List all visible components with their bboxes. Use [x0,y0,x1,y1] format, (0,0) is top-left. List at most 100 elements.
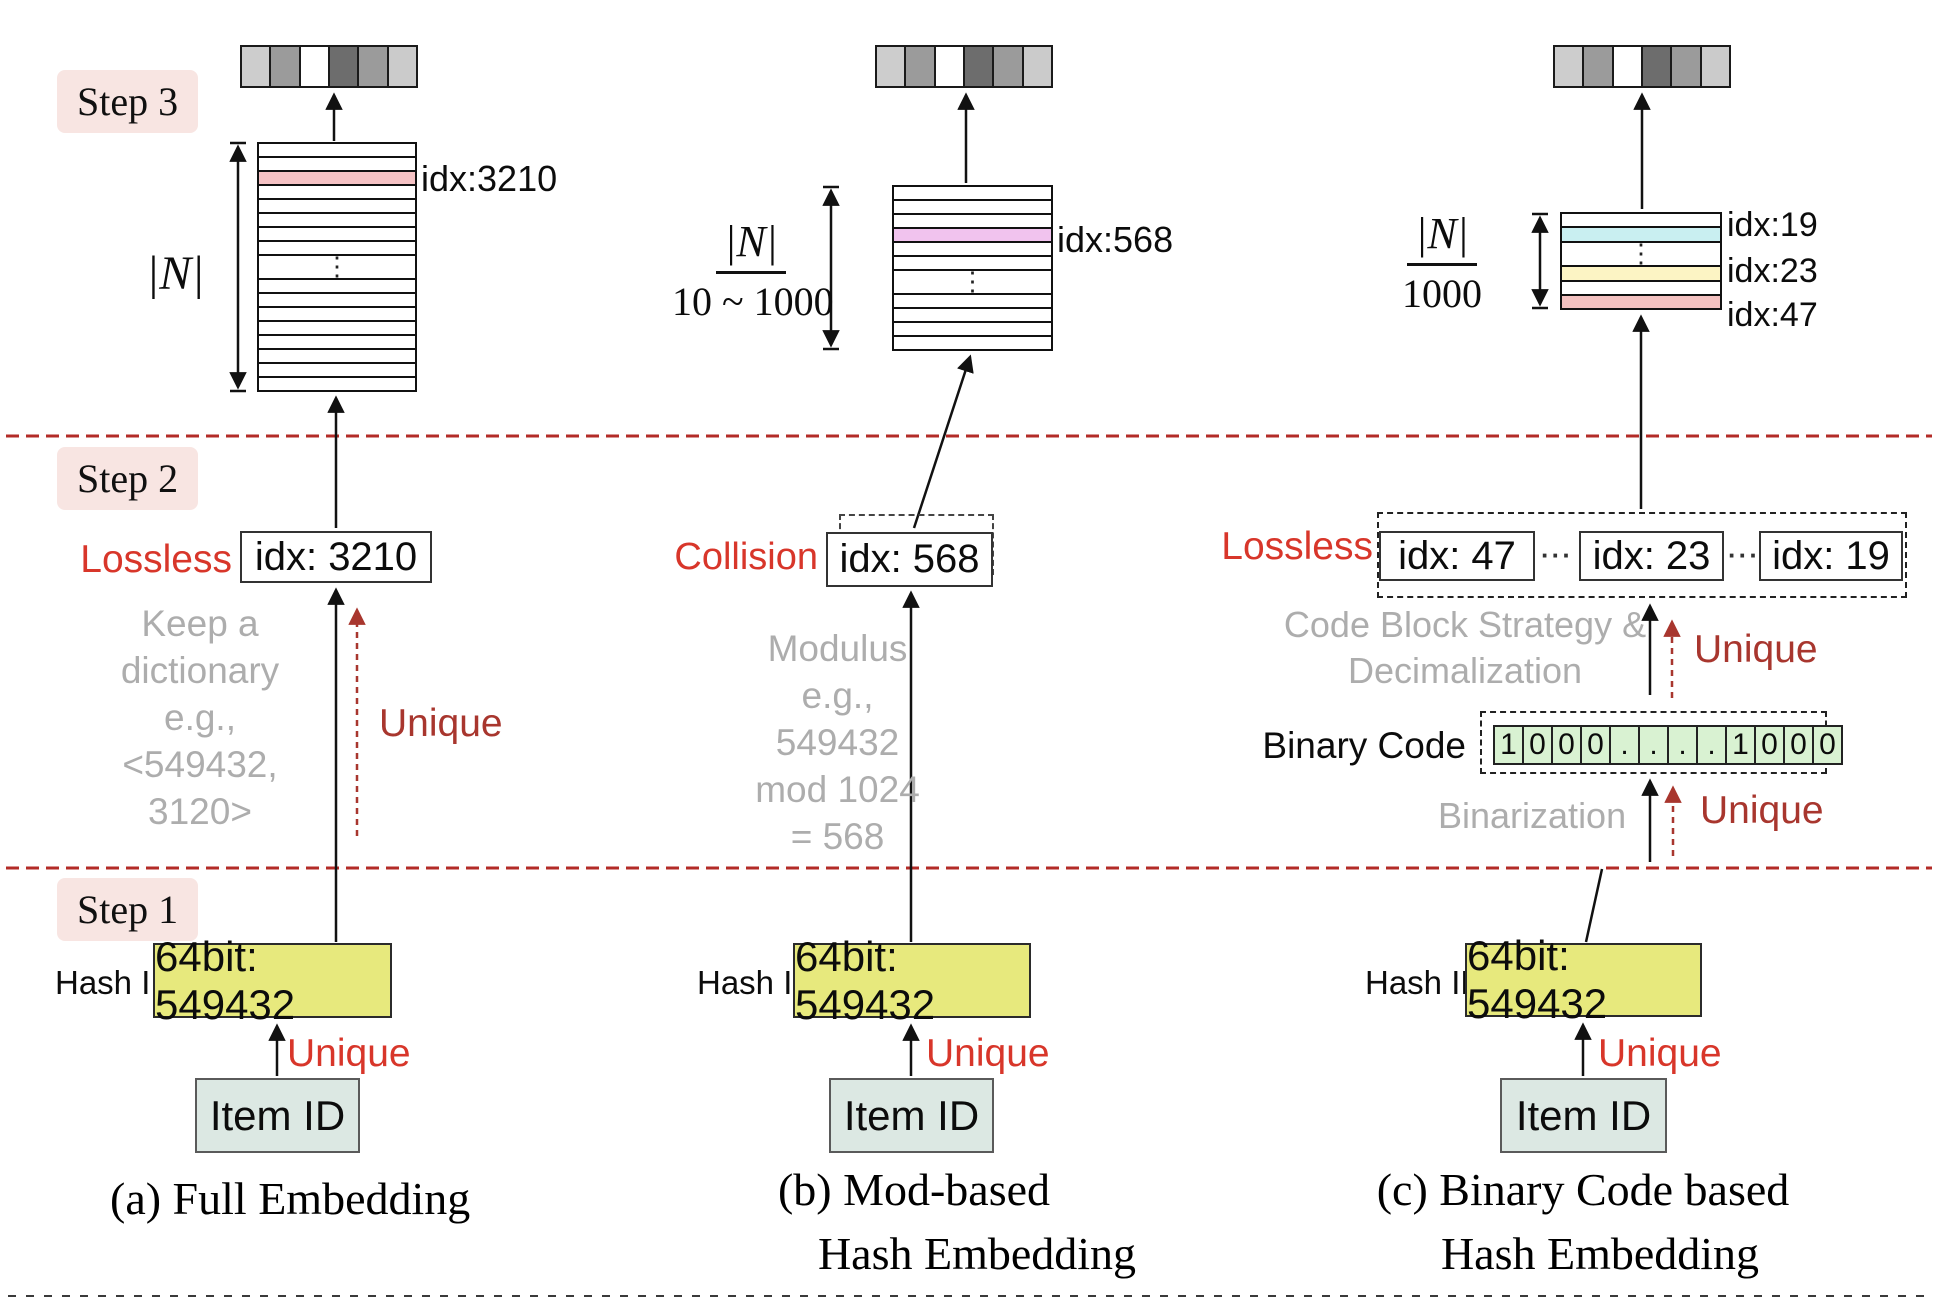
table-row [894,212,1051,227]
table-row [259,144,415,156]
vector-cell [271,47,301,86]
row-index-label-c-19: idx:19 [1727,206,1818,244]
unique-label-c-step1: Unique [1598,1032,1722,1075]
highlighted-row-568 [894,226,1051,241]
step2-label: Step 2 [57,447,199,510]
vector-cell [242,47,272,86]
binary-cell: 0 [1551,725,1580,765]
vector-cell [1584,47,1614,86]
collision-label-b: Collision [674,536,818,578]
table-row [1562,214,1720,226]
table-row [894,198,1051,213]
binarization-label: Binarization [1438,795,1627,836]
table-row [259,320,415,334]
size-measure-arrow-c [1531,212,1549,310]
table-row [259,292,415,306]
table-row [894,240,1051,255]
note-line: Keep a [141,603,259,644]
unique-label-a-step1: Unique [287,1032,411,1075]
vector-cell [1023,47,1051,86]
unique-label-a-step2: Unique [379,702,503,745]
hash-id-label-c: Hash ID [1365,964,1485,1001]
modulus-note-b: Modulus e.g., 549432 mod 1024 = 568 [755,625,920,860]
hash-box-b: 64bit: 549432 [793,933,1031,1028]
table-row [259,183,415,198]
vector-cell [388,47,416,86]
size-fraction-b: |N| 10 ~ 1000 [672,216,834,325]
table-row-ellipsis: ⋮ [894,266,1051,296]
table-row [894,254,1051,269]
binary-cell: . [1696,725,1725,765]
row-index-label-b: idx:568 [1057,219,1174,260]
embedding-table-a: ⋮ [257,142,417,392]
idx-box-c-23: idx: 23 [1579,531,1724,581]
item-id-box-b: Item ID [829,1078,994,1153]
note-line: <549432, [122,744,278,785]
vertical-ellipsis: ⋮ [324,252,350,281]
table-row-ellipsis: ⋮ [1562,238,1720,268]
note-line: = 568 [790,816,885,857]
table-row [894,320,1051,335]
size-numerator-c: |N| [1407,208,1477,266]
caption-b-line2: Hash Embedding [817,1228,1137,1279]
table-row-ellipsis: ⋮ [259,252,415,281]
table-row [259,306,415,320]
embedding-vector-a [240,45,418,88]
idx-group-dashed-box-c [1377,512,1907,598]
row-index-label-c-47: idx:47 [1727,296,1818,334]
hash-box-c: 64bit: 549432 [1465,932,1702,1027]
caption-b-line1: (b) Mod-based [777,1164,1051,1215]
size-label-a: |N| [146,247,205,300]
binary-cell: . [1667,725,1696,765]
binary-cell: . [1638,725,1667,765]
highlighted-row-19 [1562,226,1720,241]
table-row [259,155,415,170]
binary-code-label: Binary Code [1262,725,1466,766]
caption-c-line2: Hash Embedding [1440,1228,1760,1279]
step1-label: Step 1 [57,878,199,941]
caption-a: (a) Full Embedding [110,1173,471,1224]
table-row [894,187,1051,199]
table-row [259,225,415,240]
table-row [1562,279,1720,294]
note-line: 3120> [148,791,252,832]
table-row [259,334,415,348]
idx-separator-dots: ··· [1728,540,1760,570]
vector-cell [877,47,907,86]
size-denominator-c: 1000 [1402,271,1482,316]
vector-cell [964,47,995,86]
vector-cell [1701,47,1729,86]
row-index-label-c-23: idx:23 [1727,252,1818,290]
table-row [259,376,415,390]
note-line: Decimalization [1347,650,1583,691]
vector-cell [994,47,1024,86]
table-row [259,211,415,226]
idx-separator-dots: ··· [1541,540,1573,570]
highlighted-row-3210 [259,169,415,184]
item-id-box-c: Item ID [1500,1078,1667,1153]
code-block-note-c: Code Block Strategy & Decimalization [1255,602,1675,694]
binary-cell: 0 [1754,725,1783,765]
table-row [259,362,415,376]
note-line: Code Block Strategy & [1283,604,1647,645]
table-row [894,307,1051,321]
table-row [259,278,415,292]
unique-label-c-mid: Unique [1694,628,1818,671]
embedding-vector-c [1553,45,1731,88]
vector-cell [935,47,965,86]
binary-cell: 1 [1725,725,1754,765]
vertical-ellipsis: ⋮ [1628,238,1654,268]
vertical-ellipsis: ⋮ [959,266,986,296]
vector-cell [1672,47,1702,86]
item-id-box-a: Item ID [195,1078,360,1153]
idx-box-b: idx: 568 [826,532,993,587]
binary-cell: 1 [1493,725,1522,765]
size-fraction-c: |N| 1000 [1392,208,1492,317]
note-line: e.g., [164,697,236,738]
vector-cell [1555,47,1585,86]
hash-box-a: 64bit: 549432 [153,933,392,1028]
binary-cell: 0 [1812,725,1843,765]
table-row [259,239,415,254]
caption-c-line1: (c) Binary Code based [1376,1164,1790,1215]
embedding-table-c: ⋮ [1560,212,1722,310]
